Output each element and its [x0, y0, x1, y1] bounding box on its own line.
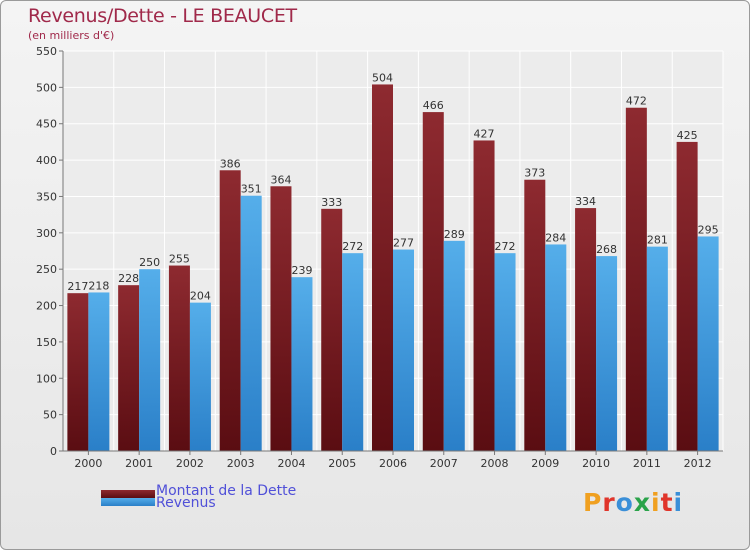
- bar-dette: [219, 170, 241, 452]
- data-label: 272: [495, 240, 516, 253]
- x-tick-label: 2009: [531, 457, 559, 470]
- logo-letter: r: [602, 488, 616, 517]
- y-tick-label: 50: [43, 409, 57, 422]
- bar-revenus: [494, 253, 516, 451]
- data-label: 204: [190, 290, 211, 303]
- data-label: 268: [596, 243, 617, 256]
- x-tick-label: 2012: [684, 457, 712, 470]
- y-tick-label: 550: [36, 45, 57, 58]
- data-label: 333: [321, 196, 342, 209]
- data-label: 425: [677, 129, 698, 142]
- y-tick-label: 350: [36, 190, 57, 203]
- bar-dette: [676, 141, 698, 451]
- x-tick-label: 2005: [328, 457, 356, 470]
- y-tick-label: 250: [36, 263, 57, 276]
- bar-dette: [321, 208, 343, 451]
- bar-dette: [422, 112, 444, 451]
- data-label: 277: [393, 237, 414, 250]
- bar-dette: [625, 107, 647, 452]
- data-label: 228: [118, 272, 139, 285]
- bar-revenus: [240, 195, 262, 451]
- x-tick-label: 2003: [227, 457, 255, 470]
- x-tick-label: 2004: [277, 457, 305, 470]
- bar-revenus: [189, 302, 211, 451]
- y-tick-label: 150: [36, 336, 57, 349]
- bar-dette: [270, 186, 292, 452]
- bar-revenus: [393, 249, 414, 451]
- data-label: 218: [88, 279, 109, 292]
- data-label: 281: [647, 234, 668, 247]
- x-tick-label: 2001: [125, 457, 153, 470]
- x-tick-label: 2007: [430, 457, 458, 470]
- chart-title: Revenus/Dette - LE BEAUCET: [28, 5, 297, 27]
- data-label: 466: [423, 99, 444, 112]
- bar-dette: [118, 285, 140, 451]
- data-label: 289: [444, 228, 465, 241]
- data-label: 295: [698, 223, 719, 236]
- data-label: 504: [372, 71, 393, 84]
- data-label: 217: [67, 280, 88, 293]
- x-tick-label: 2002: [176, 457, 204, 470]
- chart-subtitle: (en milliers d'€): [28, 29, 115, 42]
- bar-dette: [372, 84, 393, 452]
- logo-letter: t: [660, 488, 674, 517]
- logo-letter: i: [651, 488, 661, 517]
- logo-letter: o: [615, 488, 634, 517]
- y-tick-label: 300: [36, 227, 57, 240]
- bar-revenus: [139, 269, 161, 451]
- y-tick-label: 100: [36, 372, 57, 385]
- bar-dette: [575, 208, 597, 451]
- data-label: 284: [545, 231, 566, 244]
- legend-swatch-debt: [101, 490, 155, 498]
- bar-revenus: [291, 277, 313, 451]
- bar-revenus: [545, 244, 567, 451]
- legend-label-debt: Montant de la Dette: [156, 483, 297, 499]
- y-tick-label: 200: [36, 300, 57, 313]
- proxiti-logo: Proxiti: [583, 488, 683, 517]
- y-tick-label: 0: [50, 445, 57, 458]
- bar-revenus: [697, 236, 719, 451]
- x-tick-label: 2010: [582, 457, 610, 470]
- data-label: 427: [474, 127, 495, 140]
- data-label: 351: [241, 183, 262, 196]
- x-tick-label: 2008: [481, 457, 509, 470]
- data-label: 334: [575, 195, 596, 208]
- data-label: 472: [626, 95, 647, 108]
- bar-revenus: [443, 240, 465, 451]
- legend-swatch-revenus: [101, 498, 155, 506]
- x-tick-label: 2000: [74, 457, 102, 470]
- data-label: 373: [524, 167, 545, 180]
- data-label: 255: [169, 253, 190, 266]
- bar-revenus: [88, 292, 110, 451]
- logo-letter: i: [673, 488, 684, 517]
- bar-revenus: [596, 256, 618, 451]
- y-tick-label: 450: [36, 118, 57, 131]
- data-label: 250: [139, 256, 160, 269]
- bar-dette: [67, 293, 89, 451]
- bar-dette: [524, 179, 546, 451]
- data-label: 239: [291, 264, 312, 277]
- data-label: 364: [270, 173, 291, 186]
- logo-letter: x: [633, 488, 651, 517]
- bar-dette: [168, 265, 190, 451]
- data-label: 272: [342, 240, 363, 253]
- logo-letter: P: [583, 488, 603, 517]
- y-tick-label: 500: [36, 81, 57, 94]
- legend-label-revenus: Revenus: [156, 495, 216, 511]
- data-label: 386: [220, 157, 241, 170]
- bar-dette: [473, 140, 495, 452]
- x-tick-label: 2006: [379, 457, 407, 470]
- y-tick-label: 400: [36, 154, 57, 167]
- x-tick-label: 2011: [633, 457, 661, 470]
- bar-revenus: [342, 253, 364, 451]
- bar-revenus: [646, 246, 668, 451]
